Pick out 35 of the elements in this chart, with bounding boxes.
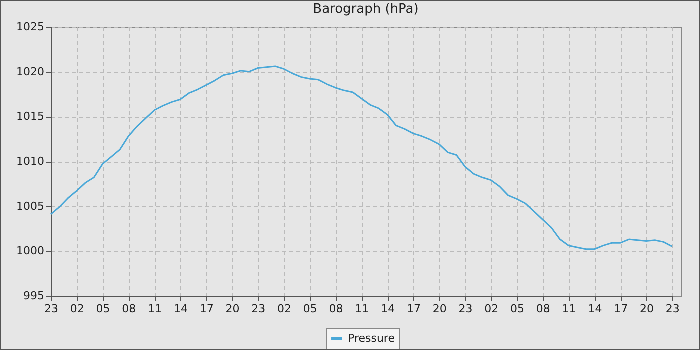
line-series — [50, 66, 674, 250]
y-tick-label: 995 — [24, 290, 44, 302]
x-tick-label: 14 — [588, 302, 602, 316]
y-tick-label: 1000 — [16, 244, 44, 258]
y-tick-label: 1015 — [16, 110, 44, 124]
x-tick-label: 17 — [200, 302, 214, 316]
x-tick-label: 08 — [329, 302, 344, 316]
x-tick-label: 23 — [666, 302, 680, 316]
x-tick-label: 02 — [70, 302, 84, 316]
y-tick-label: 1010 — [16, 155, 44, 168]
x-tick-label: 17 — [614, 302, 628, 316]
x-tick-label: 20 — [640, 302, 654, 316]
x-tick-label: 23 — [252, 302, 266, 316]
x-tick-label: 11 — [355, 302, 370, 316]
x-tick-label: 02 — [278, 302, 292, 316]
x-tick-label: 05 — [510, 302, 525, 316]
x-tick-label: 23 — [458, 302, 473, 316]
x-tick-label: 14 — [174, 302, 188, 316]
x-tick-label: 05 — [96, 302, 110, 316]
legend-label: Pressure — [348, 332, 396, 345]
chart-title: Barograph (hPa) — [313, 2, 419, 17]
x-tick-label: 20 — [226, 302, 240, 316]
x-tick-label: 11 — [148, 302, 162, 316]
x-tick-label: 05 — [303, 302, 318, 316]
x-tick-label: 08 — [536, 302, 550, 316]
y-tick-label: 1025 — [16, 20, 44, 34]
x-tick-label: 02 — [484, 302, 499, 316]
x-tick-label: 20 — [432, 302, 447, 316]
x-tick-label: 23 — [44, 302, 58, 316]
y-tick-label: 1020 — [16, 65, 44, 78]
x-tick-label: 08 — [122, 302, 136, 316]
x-tick-label: 14 — [381, 302, 396, 316]
x-tick-label: 11 — [562, 302, 576, 316]
y-tick-label: 1005 — [16, 200, 44, 213]
x-tick-label: 17 — [406, 302, 421, 316]
